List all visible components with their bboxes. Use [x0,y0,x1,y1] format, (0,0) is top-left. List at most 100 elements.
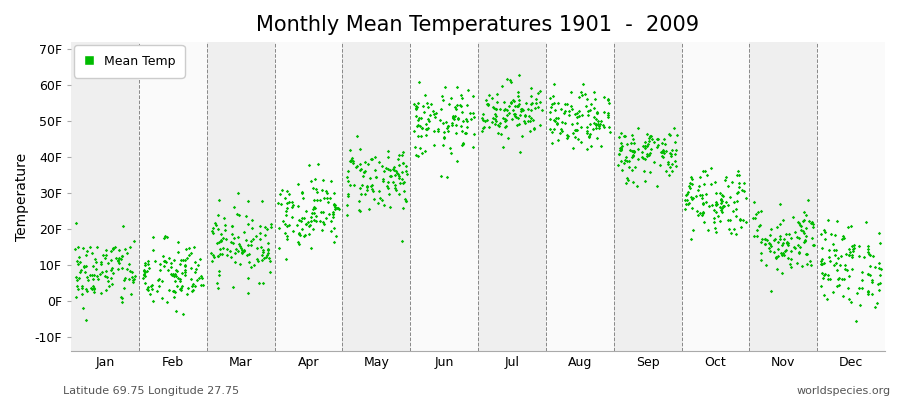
Point [662,150,677,156]
Bar [410,42,478,351]
Point [105,245,120,252]
Point [846,246,860,252]
Point [490,90,504,97]
Point [489,106,503,112]
Point [76,305,90,312]
Point [441,128,455,134]
Point [387,166,401,173]
Point [419,100,434,107]
Point [635,154,650,160]
Point [838,261,852,268]
Point [409,152,423,158]
Point [230,211,244,218]
Point [862,250,877,257]
Point [773,233,788,240]
Point [843,249,858,256]
Point [418,148,432,154]
Point [363,174,377,181]
Point [489,118,503,124]
Point [762,240,777,247]
Point [235,248,249,255]
Point [790,242,805,248]
Point [387,172,401,178]
Point [730,198,744,204]
Point [701,227,716,233]
Point [847,245,861,251]
Point [581,133,596,139]
Point [792,248,806,255]
Point [91,276,105,282]
Point [102,283,116,289]
Point [558,101,572,108]
Point [245,225,259,231]
Point [707,178,722,185]
Point [842,252,856,258]
Point [797,208,812,215]
Point [706,215,721,221]
Point [570,126,584,133]
Point [793,244,807,250]
Point [799,225,814,232]
Point [260,251,274,258]
Point [669,146,683,153]
Point [377,201,392,208]
Point [123,291,138,297]
Point [574,88,589,95]
Point [454,91,468,98]
Point [874,266,888,272]
Point [118,275,132,282]
Point [529,96,544,102]
Point [772,201,787,207]
Point [446,113,460,119]
Point [775,242,789,248]
Point [111,258,125,264]
Point [310,189,324,195]
Point [112,260,126,266]
Bar [207,42,274,351]
Point [251,258,266,264]
Point [511,88,526,95]
Point [758,241,772,247]
Point [101,260,115,266]
Point [241,242,256,248]
Y-axis label: Temperature: Temperature [15,152,29,241]
Point [194,282,208,288]
Point [658,141,672,147]
Point [263,258,277,264]
Point [237,228,251,235]
Point [104,265,119,272]
Point [805,235,819,242]
Point [638,145,652,152]
Point [421,118,436,124]
Point [511,72,526,78]
Point [843,223,858,229]
Point [352,198,366,204]
Point [627,139,642,146]
Point [570,114,584,120]
Point [409,144,423,150]
Point [240,252,255,258]
Point [140,268,154,274]
Point [411,117,426,124]
Point [667,124,681,131]
Point [872,230,886,236]
Point [823,276,837,283]
Point [770,266,784,273]
Point [69,294,84,300]
Point [510,103,525,110]
Point [69,283,84,290]
Point [554,106,568,113]
Point [218,222,232,228]
Point [615,142,629,149]
Point [158,258,173,265]
Point [736,188,751,194]
Point [651,136,665,142]
Point [626,135,640,142]
Point [343,146,357,153]
Point [239,213,254,219]
Point [825,289,840,295]
Point [364,156,379,162]
Point [396,160,410,166]
Point [716,202,731,209]
Point [68,220,83,226]
